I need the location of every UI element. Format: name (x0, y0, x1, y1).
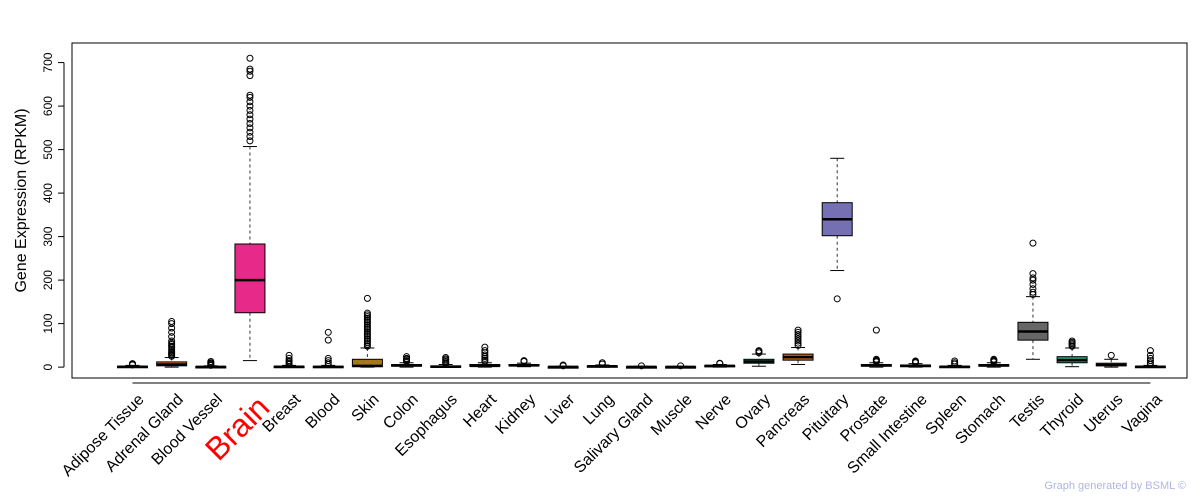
outlier-point (246, 115, 254, 123)
outlier-point (1029, 239, 1037, 247)
outlier-point (324, 354, 332, 362)
outlier-point (1029, 274, 1037, 282)
outlier-point (833, 295, 841, 303)
x-tick-label: Skin (349, 391, 383, 425)
outlier-point (168, 337, 176, 345)
outlier-point (285, 351, 293, 359)
outlier-point (246, 67, 254, 75)
outlier-point (168, 346, 176, 354)
outlier-point (363, 294, 371, 302)
x-tick-label: Blood (302, 391, 343, 432)
outlier-point (794, 333, 802, 341)
outlier-point (207, 357, 215, 365)
box (234, 243, 266, 314)
outlier-point (1029, 270, 1037, 278)
outlier-point (637, 362, 645, 370)
outlier-point (872, 326, 880, 334)
outlier-point (246, 119, 254, 127)
outlier-point (794, 326, 802, 334)
outlier-point (168, 328, 176, 336)
outlier-point (168, 317, 176, 325)
outlier-point (363, 309, 371, 317)
x-tick-label: Uterus (1081, 391, 1126, 436)
outlier-point (246, 65, 254, 73)
y-tick-label: 600 (41, 96, 55, 116)
outlier-point (1146, 347, 1154, 355)
x-tick-label: Thyroid (1038, 391, 1088, 441)
outlier-point (246, 111, 254, 119)
outlier-point (1146, 359, 1154, 367)
outlier-point (481, 351, 489, 359)
outlier-point (1146, 357, 1154, 365)
plot-frame (71, 42, 1188, 379)
outlier-point (168, 333, 176, 341)
y-tick-label: 0 (41, 363, 55, 370)
outlier-point (794, 328, 802, 336)
outlier-point (1107, 351, 1115, 359)
outlier-point (872, 355, 880, 363)
outlier-point (168, 324, 176, 332)
outlier-point (794, 330, 802, 338)
outlier-point (794, 341, 802, 349)
outlier-point (442, 354, 450, 362)
x-tick-label: Nerve (693, 391, 735, 433)
outlier-point (598, 359, 606, 367)
y-tick-label: 700 (41, 52, 55, 72)
y-tick-label: 200 (41, 270, 55, 290)
outlier-point (324, 359, 332, 367)
outlier-point (246, 124, 254, 132)
outlier-point (246, 137, 254, 145)
outlier-point (246, 106, 254, 114)
outlier-point (1029, 285, 1037, 293)
outlier-point (716, 359, 724, 367)
outlier-point (246, 93, 254, 101)
outlier-point (912, 357, 919, 365)
outlier-point (481, 343, 489, 351)
outlier-point (285, 354, 293, 362)
outlier-point (794, 339, 802, 347)
y-axis-label: Gene Expression (RPKM) (13, 108, 30, 292)
outlier-point (755, 347, 763, 355)
y-tick-label: 300 (41, 226, 55, 246)
credit-text: Graph generated by BSML © (1044, 480, 1186, 492)
outlier-point (246, 102, 254, 110)
outlier-point (794, 337, 802, 345)
x-tick-label: Vagina (1119, 391, 1165, 437)
outlier-point (794, 335, 802, 343)
outlier-point (677, 362, 685, 370)
outlier-point (1146, 354, 1154, 362)
y-tick-label: 400 (41, 183, 55, 203)
outlier-point (246, 133, 254, 141)
outlier-point (1029, 280, 1037, 288)
y-tick-label: 500 (41, 139, 55, 159)
outlier-point (520, 357, 528, 365)
outlier-point (246, 128, 254, 136)
outlier-point (246, 91, 254, 99)
outlier-point (990, 355, 998, 363)
outlier-point (246, 72, 254, 80)
outlier-point (324, 328, 332, 336)
outlier-point (481, 347, 489, 355)
outlier-point (168, 339, 176, 347)
outlier-point (168, 320, 176, 328)
outlier-point (285, 357, 293, 365)
outlier-point (129, 360, 136, 368)
outlier-point (1029, 276, 1037, 284)
x-tick-label: Kidney (493, 391, 540, 438)
outlier-point (246, 98, 254, 106)
x-tick-label: Muscle (648, 391, 696, 439)
outlier-point (324, 357, 332, 365)
outlier-point (403, 353, 411, 361)
outlier-point (559, 361, 567, 369)
outlier-point (246, 54, 254, 62)
outlier-point (324, 336, 332, 344)
y-tick-label: 100 (41, 313, 55, 333)
outlier-point (1029, 288, 1037, 296)
outlier-point (1146, 351, 1154, 359)
x-tick-label: Liver (542, 391, 579, 428)
outlier-point (1068, 337, 1076, 345)
outlier-point (951, 357, 959, 365)
